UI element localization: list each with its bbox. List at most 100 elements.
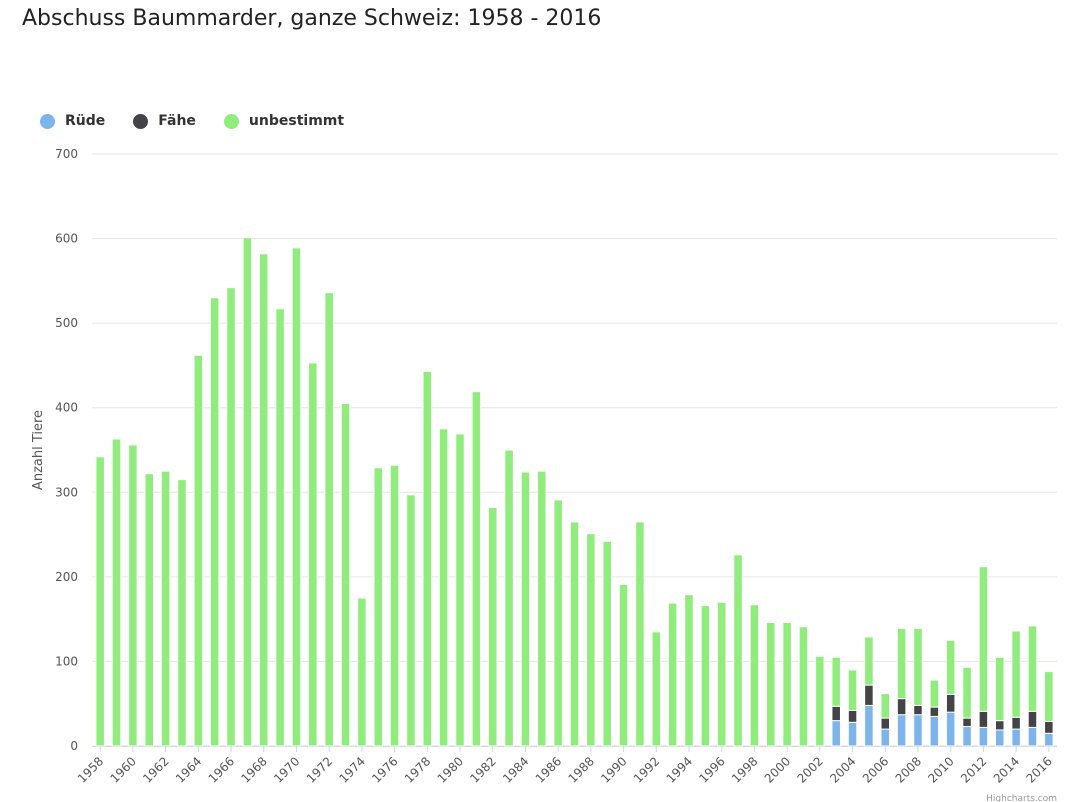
bar-segment: [815, 655, 825, 747]
bar-segment: [880, 728, 891, 747]
bar-segment: [258, 253, 269, 747]
bar-segment: [847, 721, 858, 747]
y-tick-label: 100: [55, 654, 78, 668]
bar-segment: [1027, 625, 1038, 712]
bar-segment: [389, 464, 400, 747]
bar-segment: [324, 292, 334, 747]
x-tick-label: 1960: [108, 754, 139, 785]
bar-segment: [586, 533, 596, 747]
bar-segment: [945, 639, 956, 695]
x-tick-label: 1968: [238, 754, 269, 785]
bar-segment: [128, 444, 138, 747]
bar-segment: [1011, 728, 1021, 747]
bar-segment: [831, 720, 841, 747]
legend-label: Fähe: [158, 113, 196, 129]
bar-segment: [275, 308, 285, 747]
bar-segment: [209, 297, 220, 747]
bar-segment: [553, 499, 563, 747]
bar-segment: [864, 684, 874, 706]
x-tick-label: 2002: [794, 754, 825, 785]
x-tick-label: 1998: [729, 754, 760, 785]
bar-segment: [291, 247, 302, 747]
legend-swatch: [133, 113, 149, 129]
bar-segment: [896, 714, 907, 747]
bar-segment: [913, 714, 923, 747]
bar-segment: [913, 704, 923, 716]
legend-label: Rüde: [65, 113, 106, 129]
bar-segment: [978, 726, 989, 747]
bar-segment: [1027, 726, 1038, 747]
bar-segment: [160, 470, 171, 747]
bar-segment: [618, 583, 629, 747]
x-tick-label: 1988: [565, 754, 596, 785]
bar-segment: [1044, 732, 1054, 747]
x-tick-label: 1966: [206, 754, 237, 785]
bar-segment: [1044, 720, 1054, 734]
y-tick-label: 300: [55, 485, 78, 499]
y-axis-label: Anzahl Tiere: [31, 410, 46, 490]
x-tick-label: 1974: [336, 754, 367, 785]
bar-segment: [847, 669, 858, 711]
x-tick-label: 1992: [631, 754, 662, 785]
x-tick-label: 2004: [827, 754, 858, 785]
bar-segment: [978, 566, 989, 712]
bar-segment: [929, 706, 940, 717]
bar-segment: [733, 554, 743, 747]
x-tick-label: 1970: [271, 754, 302, 785]
x-tick-label: 1958: [75, 754, 106, 785]
bar-segment: [913, 627, 923, 706]
x-tick-label: 1986: [533, 754, 564, 785]
credit-text: Highcharts.com: [986, 794, 1057, 802]
legend-item-1[interactable]: Fähe: [133, 113, 196, 129]
bar-segment: [308, 362, 318, 747]
bar-segment: [635, 521, 645, 747]
bar-segment: [455, 433, 465, 747]
x-tick-label: 2016: [1023, 754, 1054, 785]
x-tick-label: 1964: [173, 754, 204, 785]
legend-swatch: [223, 113, 239, 129]
bar-segment: [1027, 710, 1038, 728]
bar-segment: [896, 627, 907, 700]
bar-segment: [1044, 671, 1054, 722]
bar-segment: [782, 622, 792, 747]
bar-segment: [864, 704, 874, 747]
legend: Rüde Fähe unbestimmt: [40, 113, 372, 129]
bar-segment: [880, 693, 891, 719]
x-tick-label: 1994: [664, 754, 695, 785]
bar-segment: [242, 237, 253, 747]
bar-segment: [962, 717, 972, 728]
bar-segment: [177, 479, 187, 747]
bar-segment: [700, 605, 711, 747]
bar-segment: [880, 717, 891, 730]
bar-segment: [684, 594, 694, 747]
legend-item-0[interactable]: Rüde: [40, 113, 105, 129]
bar-segment: [962, 666, 972, 719]
bar-segment: [651, 631, 662, 747]
x-tick-label: 2006: [860, 754, 891, 785]
bar-segment: [340, 402, 351, 747]
bar-segment: [111, 438, 122, 747]
bar-segment: [929, 715, 940, 747]
bar-segment: [504, 449, 514, 747]
legend-label: unbestimmt: [248, 113, 345, 129]
bar-segment: [422, 370, 433, 747]
x-tick-label: 1990: [598, 754, 629, 785]
x-tick-label: 1982: [467, 754, 498, 785]
bar-segment: [487, 507, 498, 747]
x-tick-label: 1984: [500, 754, 531, 785]
bar-segment: [716, 601, 727, 747]
bar-segment: [749, 604, 760, 747]
legend-item-2[interactable]: unbestimmt: [223, 113, 345, 129]
bar-segment: [95, 456, 105, 747]
y-tick-label: 600: [55, 232, 78, 246]
bar-segment: [945, 693, 956, 713]
x-tick-label: 1996: [696, 754, 727, 785]
bar-segment: [226, 287, 236, 747]
x-tick-label: 1978: [402, 754, 433, 785]
y-tick-label: 0: [70, 739, 78, 753]
bar-segment: [471, 391, 482, 747]
bar-segment: [569, 521, 580, 747]
bar-segment: [962, 726, 972, 747]
bar-segment: [847, 709, 858, 723]
